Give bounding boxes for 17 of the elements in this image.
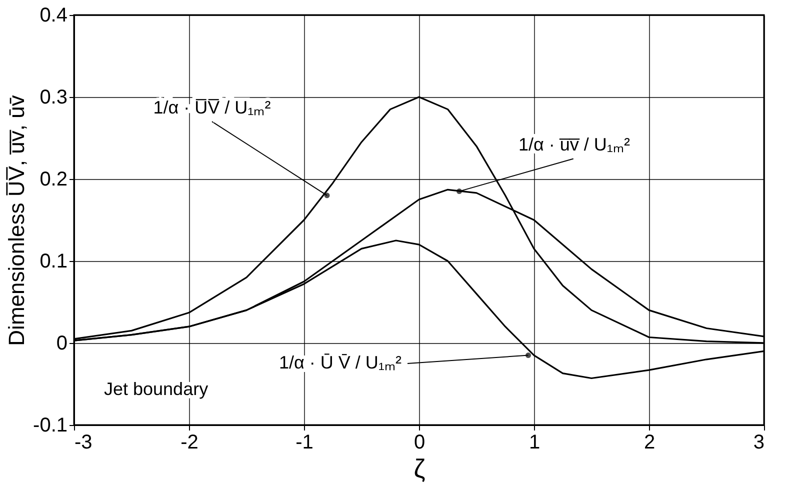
y-tick-label: -0.1	[33, 414, 68, 436]
x-tick-label: 3	[753, 432, 764, 454]
y-tick-label: 0	[56, 332, 68, 354]
annotation: 1/α · U̅V̅ / U₁ₘ²	[153, 98, 271, 118]
y-axis-title: Dimensionless U̅V̅, u̅v̅, ūv̄	[4, 95, 30, 346]
x-tick-label: 1	[528, 432, 540, 454]
y-tick-label: 0.1	[40, 250, 68, 272]
annotation: 1/α · Ū V̄ / U₁ₘ²	[279, 352, 402, 372]
x-tick-label: -2	[180, 432, 198, 454]
y-tick-label: 0.4	[40, 4, 68, 26]
x-tick-label: -3	[74, 432, 92, 454]
y-tick-label: 0.3	[40, 86, 68, 108]
x-tick-label: -1	[296, 432, 314, 454]
x-tick-label: 2	[644, 432, 656, 454]
x-tick-label: 0	[414, 432, 426, 454]
x-axis-title: ζ	[414, 454, 426, 484]
y-tick-label: 0.2	[40, 168, 68, 190]
